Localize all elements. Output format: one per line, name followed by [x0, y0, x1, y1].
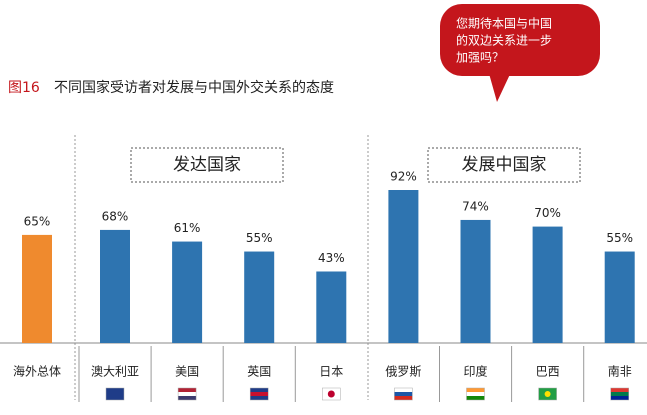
category-label: 南非	[608, 364, 632, 379]
flag-stripe	[466, 388, 485, 392]
flag-stripe	[610, 388, 629, 392]
bubble-tail	[488, 70, 512, 102]
bubble-text: 的双边关系进一步	[456, 33, 552, 48]
flag-border	[538, 387, 557, 401]
group-box	[427, 147, 581, 183]
bar	[460, 219, 491, 343]
speech-bubble	[440, 4, 600, 102]
flag-stripe	[250, 392, 269, 396]
value-label: 74%	[462, 199, 489, 213]
flag-stripe	[250, 388, 269, 392]
flag-stripe	[106, 396, 124, 400]
flag-stripe	[106, 392, 124, 396]
figure-label: 图16	[8, 80, 40, 96]
flag-stripe	[250, 396, 269, 400]
value-label: 61%	[174, 221, 201, 235]
category-label: 美国	[175, 365, 199, 379]
category-label: 印度	[463, 364, 487, 379]
flag-border	[610, 387, 629, 401]
value-label: 92%	[390, 170, 417, 184]
group-box	[130, 147, 284, 183]
value-label: 55%	[606, 231, 633, 245]
category-label: 日本	[319, 365, 343, 379]
flag-stripe	[178, 388, 197, 392]
flag-stripe	[610, 392, 629, 396]
flag-stripe	[538, 396, 557, 400]
flag-stripe	[322, 396, 341, 400]
value-label: 65%	[24, 214, 51, 228]
bubble-text: 您期待本国与中国	[456, 16, 552, 31]
category-label: 巴西	[536, 365, 560, 379]
category-label: 俄罗斯	[385, 365, 421, 379]
bar	[316, 271, 347, 343]
category-label: 海外总体	[13, 364, 61, 379]
bubble-body	[440, 4, 600, 76]
flag-stripe	[178, 396, 197, 400]
flag-emblem	[544, 391, 551, 397]
flag-stripe	[610, 396, 629, 400]
flag-stripe	[466, 396, 485, 400]
flag-border	[322, 387, 341, 401]
bubble-text: 加强吗？	[456, 51, 504, 65]
flag-stripe	[466, 392, 485, 396]
bar	[388, 190, 419, 343]
value-label: 43%	[318, 251, 345, 265]
value-label: 68%	[102, 209, 129, 223]
flag-stripe	[538, 388, 557, 392]
flag-stripe	[394, 388, 413, 392]
flag-stripe	[106, 388, 124, 392]
flag-stripe	[322, 388, 341, 392]
bar	[532, 226, 563, 343]
chart-title: 不同国家受访者对发展与中国外交关系的态度	[54, 79, 334, 96]
value-label: 70%	[534, 206, 561, 220]
flag-border	[249, 387, 269, 401]
value-label: 55%	[246, 231, 273, 245]
category-label: 澳大利亚	[91, 365, 139, 379]
flag-emblem	[327, 390, 335, 398]
bar	[172, 241, 203, 343]
flag-border	[177, 387, 197, 401]
flag-border	[466, 387, 485, 401]
group-label: 发展中国家	[462, 155, 547, 175]
flag-stripe	[394, 396, 413, 400]
bar	[22, 234, 52, 343]
flag-stripe	[178, 392, 197, 396]
flag-border	[105, 387, 125, 401]
bar	[244, 251, 275, 343]
flag-stripe	[394, 392, 413, 396]
flag-border	[394, 387, 413, 401]
group-label: 发达国家	[173, 155, 241, 175]
bar	[100, 229, 130, 343]
category-label: 英国	[247, 365, 271, 379]
bar	[604, 251, 635, 343]
